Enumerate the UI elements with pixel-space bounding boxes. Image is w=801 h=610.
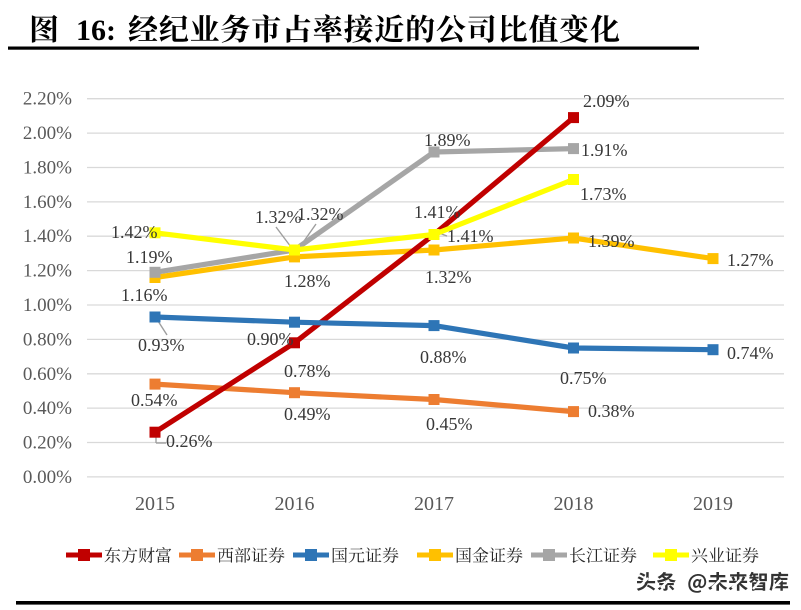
svg-text:2017: 2017 bbox=[414, 493, 454, 515]
svg-text:1.41%: 1.41% bbox=[414, 202, 461, 222]
svg-text:0.20%: 0.20% bbox=[23, 433, 72, 454]
svg-text:0.54%: 0.54% bbox=[131, 390, 178, 410]
svg-text:0.90%: 0.90% bbox=[247, 329, 294, 349]
svg-text:1.41%: 1.41% bbox=[447, 226, 494, 246]
svg-text:0.78%: 0.78% bbox=[284, 361, 331, 381]
svg-text:0.38%: 0.38% bbox=[588, 401, 635, 421]
svg-text:0.80%: 0.80% bbox=[23, 329, 72, 350]
svg-text:1.73%: 1.73% bbox=[580, 184, 627, 204]
svg-text:1.80%: 1.80% bbox=[23, 158, 72, 179]
svg-text:1.16%: 1.16% bbox=[121, 285, 168, 305]
svg-text:2019: 2019 bbox=[693, 493, 733, 515]
svg-text:2.00%: 2.00% bbox=[23, 123, 72, 144]
svg-text:2015: 2015 bbox=[135, 493, 175, 515]
svg-text:1.28%: 1.28% bbox=[284, 271, 331, 291]
svg-text:1.20%: 1.20% bbox=[23, 261, 72, 282]
svg-text:0.45%: 0.45% bbox=[426, 414, 473, 434]
svg-text:0.40%: 0.40% bbox=[23, 398, 72, 419]
svg-text:0.93%: 0.93% bbox=[138, 335, 185, 355]
svg-text:2.09%: 2.09% bbox=[583, 91, 630, 111]
svg-text:2.20%: 2.20% bbox=[23, 89, 72, 110]
svg-text:1.89%: 1.89% bbox=[424, 130, 471, 150]
svg-text:0.60%: 0.60% bbox=[23, 364, 72, 385]
svg-text:1.00%: 1.00% bbox=[23, 295, 72, 316]
svg-text:0.26%: 0.26% bbox=[166, 431, 213, 451]
svg-text:1.32%: 1.32% bbox=[255, 207, 302, 227]
svg-text:1.32%: 1.32% bbox=[297, 204, 344, 224]
svg-text:1.27%: 1.27% bbox=[727, 250, 774, 270]
svg-text:0.74%: 0.74% bbox=[727, 343, 774, 363]
svg-text:0.88%: 0.88% bbox=[420, 347, 467, 367]
svg-text:0.75%: 0.75% bbox=[560, 368, 607, 388]
svg-text:1.32%: 1.32% bbox=[425, 267, 472, 287]
svg-text:0.00%: 0.00% bbox=[23, 467, 72, 488]
svg-text:1.42%: 1.42% bbox=[111, 222, 158, 242]
svg-text:1.39%: 1.39% bbox=[588, 231, 635, 251]
svg-text:1.19%: 1.19% bbox=[126, 247, 173, 267]
svg-text:1.60%: 1.60% bbox=[23, 192, 72, 213]
svg-text:16:: 16: bbox=[76, 14, 116, 47]
svg-text:2018: 2018 bbox=[554, 493, 594, 515]
svg-text:1.91%: 1.91% bbox=[581, 140, 628, 160]
svg-text:0.49%: 0.49% bbox=[284, 404, 331, 424]
svg-text:2016: 2016 bbox=[275, 493, 315, 515]
svg-text:1.40%: 1.40% bbox=[23, 226, 72, 247]
